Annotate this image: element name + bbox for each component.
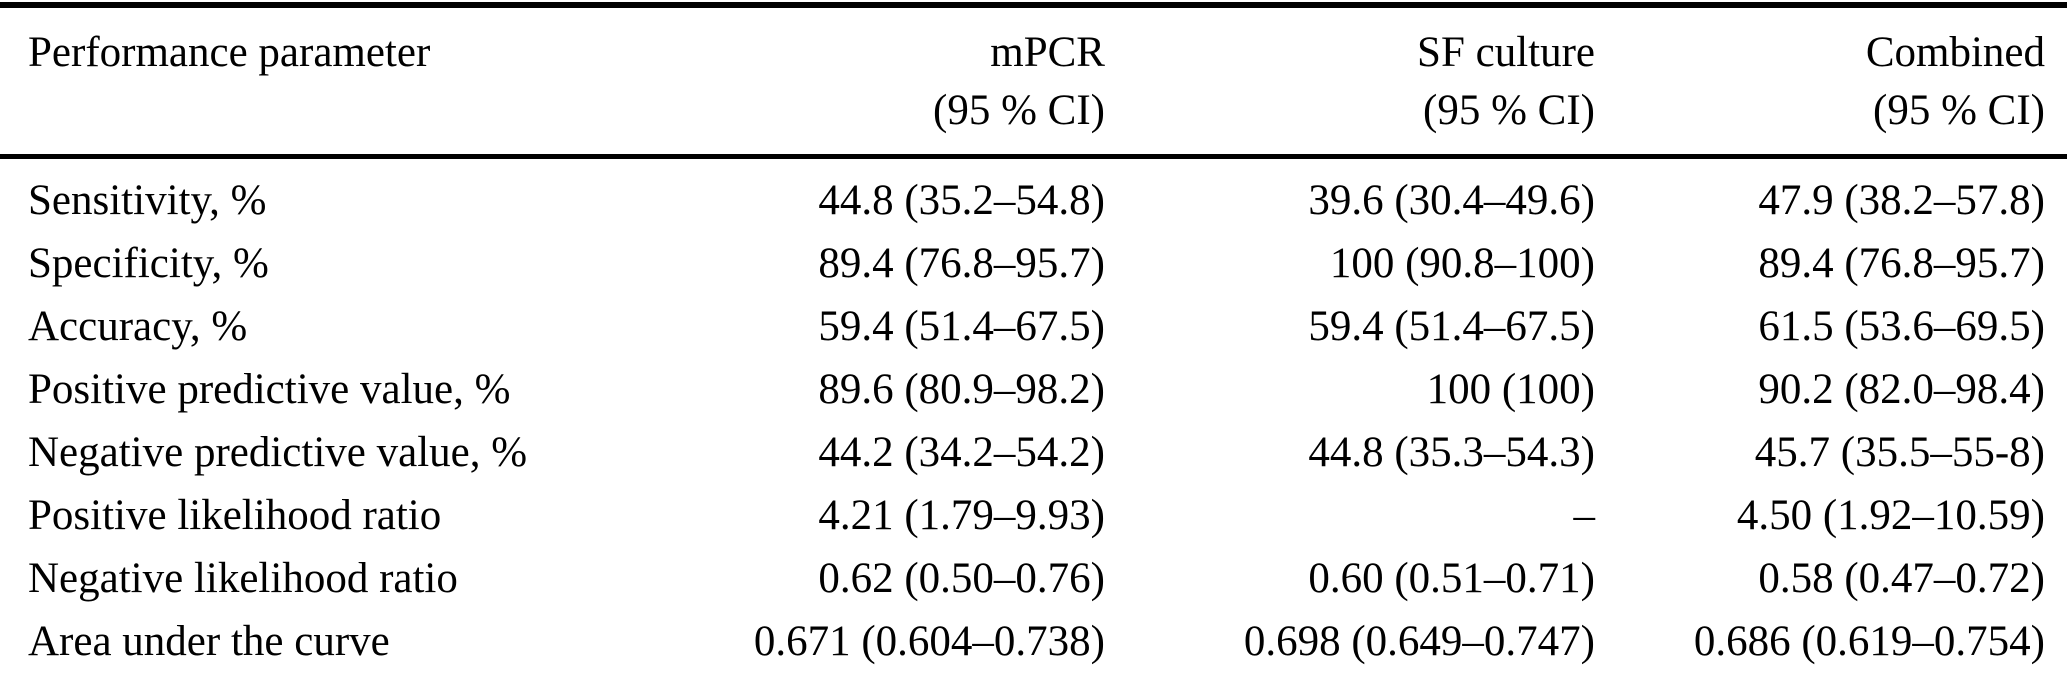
header-performance-parameter: Performance parameter: [0, 5, 720, 159]
param-cell: Negative predictive value, %: [28, 429, 528, 476]
combined-value-cell: 4.50 (1.92–10.59): [1736, 492, 2045, 539]
header-combined: Combined (95 % CI): [1595, 5, 2067, 159]
mpcr-value-cell: 89.6 (80.9–98.2): [818, 366, 1105, 413]
column-header-ci: (95 % CI): [1873, 87, 2045, 134]
mpcr-value-cell: 59.4 (51.4–67.5): [818, 303, 1105, 350]
header-row: Performance parameter mPCR (95 % CI) SF …: [0, 5, 2067, 159]
combined-value-cell: 61.5 (53.6–69.5): [1758, 303, 2045, 350]
table-row-specificity: Specificity, % 89.4 (76.8–95.7) 100 (90.…: [0, 232, 2067, 295]
mpcr-value-cell: 0.671 (0.604–0.738): [753, 618, 1105, 665]
mpcr-value-cell: 44.8 (35.2–54.8): [818, 177, 1105, 224]
param-cell: Negative likelihood ratio: [28, 555, 458, 602]
table-row-sensitivity: Sensitivity, % 44.8 (35.2–54.8) 39.6 (30…: [0, 157, 2067, 233]
combined-value-cell: 47.9 (38.2–57.8): [1758, 177, 2045, 224]
header-mpcr: mPCR (95 % CI): [720, 5, 1105, 159]
column-header-label: Combined: [1865, 29, 2045, 76]
sf-culture-value-cell: 100 (90.8–100): [1329, 240, 1595, 287]
column-header-label: SF culture: [1417, 29, 1595, 76]
table-row-accuracy: Accuracy, % 59.4 (51.4–67.5) 59.4 (51.4–…: [0, 295, 2067, 358]
sf-culture-value-cell: 39.6 (30.4–49.6): [1308, 177, 1595, 224]
column-header-ci: (95 % CI): [933, 87, 1105, 134]
column-header-ci: (95 % CI): [1423, 87, 1595, 134]
combined-value-cell: 45.7 (35.5–55-8): [1754, 429, 2045, 476]
sf-culture-value-cell: 100 (100): [1426, 366, 1595, 413]
mpcr-value-cell: 4.21 (1.79–9.93): [818, 492, 1105, 539]
combined-value-cell: 0.58 (0.47–0.72): [1758, 555, 2045, 602]
param-cell: Positive predictive value, %: [28, 366, 511, 413]
table-row-negative-predictive-value: Negative predictive value, % 44.2 (34.2–…: [0, 421, 2067, 484]
sf-culture-value-cell: 59.4 (51.4–67.5): [1308, 303, 1595, 350]
combined-value-cell: 90.2 (82.0–98.4): [1758, 366, 2045, 413]
param-cell: Positive likelihood ratio: [28, 492, 442, 539]
table-row-positive-likelihood-ratio: Positive likelihood ratio 4.21 (1.79–9.9…: [0, 484, 2067, 547]
table-row-area-under-the-curve: Area under the curve 0.671 (0.604–0.738)…: [0, 610, 2067, 682]
column-header-label: mPCR: [990, 29, 1105, 76]
sf-culture-value-cell: 0.60 (0.51–0.71): [1308, 555, 1595, 602]
header-sf-culture: SF culture (95 % CI): [1105, 5, 1595, 159]
sf-culture-value-cell: 44.8 (35.3–54.3): [1308, 429, 1595, 476]
param-cell: Specificity, %: [28, 240, 269, 287]
param-cell: Sensitivity, %: [28, 177, 267, 224]
sf-culture-value-cell: –: [1573, 492, 1596, 539]
mpcr-value-cell: 0.62 (0.50–0.76): [818, 555, 1105, 602]
mpcr-value-cell: 44.2 (34.2–54.2): [818, 429, 1105, 476]
sf-culture-value-cell: 0.698 (0.649–0.747): [1243, 618, 1595, 665]
param-cell: Area under the curve: [28, 618, 390, 665]
column-header-label: Performance parameter: [28, 29, 431, 76]
table-row-positive-predictive-value: Positive predictive value, % 89.6 (80.9–…: [0, 358, 2067, 421]
param-cell: Accuracy, %: [28, 303, 248, 350]
combined-value-cell: 0.686 (0.619–0.754): [1693, 618, 2045, 665]
mpcr-value-cell: 89.4 (76.8–95.7): [818, 240, 1105, 287]
combined-value-cell: 89.4 (76.8–95.7): [1758, 240, 2045, 287]
table-row-negative-likelihood-ratio: Negative likelihood ratio 0.62 (0.50–0.7…: [0, 547, 2067, 610]
